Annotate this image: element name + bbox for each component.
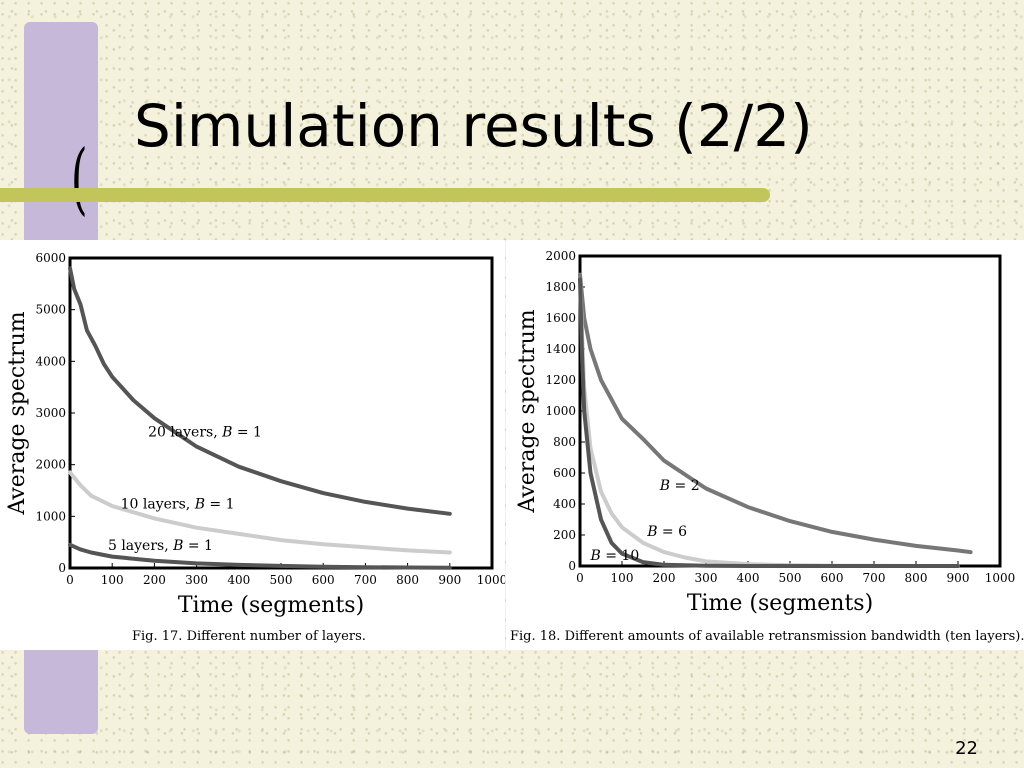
- x-tick-label: 400: [737, 571, 760, 585]
- x-tick-label: 100: [101, 573, 124, 587]
- y-tick-label: 6000: [35, 251, 66, 265]
- y-tick-label: 200: [553, 528, 576, 542]
- y-tick-label: 400: [553, 497, 576, 511]
- x-tick-label: 300: [185, 573, 208, 587]
- figure-caption: Fig. 17. Different number of layers.: [132, 629, 366, 644]
- figure-18: 0 100 200 300 400 500 600 700 800 900 1000 0 200 400 6…: [506, 240, 1024, 650]
- y-tick-label: 1000: [35, 509, 66, 523]
- x-tick-label: 800: [396, 573, 419, 587]
- series-line: [578, 272, 973, 555]
- series-line: [578, 277, 960, 568]
- series-annotation: 5 layers, B = 1: [108, 538, 213, 554]
- x-tick-label: 300: [695, 571, 718, 585]
- x-tick-label: 700: [354, 573, 377, 587]
- x-tick-label: 0: [66, 573, 74, 587]
- x-tick-label: 600: [821, 571, 844, 585]
- figure-17: 0 100 200 300 400 500 600 700 800 900 1000 0 1000 200…: [0, 240, 505, 650]
- page-number: 22: [955, 738, 978, 759]
- y-tick-label: 5000: [35, 303, 66, 317]
- y-axis-label: Average spectrum: [5, 311, 30, 515]
- x-tick-label: 1000: [477, 573, 505, 587]
- x-axis-label: Time (segments): [178, 593, 364, 618]
- plot-frame: [68, 256, 494, 570]
- y-tick-label: 800: [553, 435, 576, 449]
- y-tick-label: 1600: [545, 311, 576, 325]
- x-tick-label: 500: [779, 571, 802, 585]
- y-tick-label: 600: [553, 466, 576, 480]
- x-tick-label: 600: [312, 573, 335, 587]
- y-tick-label: 3000: [35, 406, 66, 420]
- series-annotation: 20 layers, B = 1: [148, 424, 262, 440]
- y-tick-label: 0: [568, 559, 576, 573]
- chart-fig18: 0 100 200 300 400 500 600 700 800 900 1000 0 200 400 6…: [510, 249, 1024, 644]
- x-tick-label: 900: [438, 573, 461, 587]
- figure-caption: Fig. 18. Different amounts of available …: [510, 629, 1024, 644]
- bracket-decoration: (: [70, 134, 88, 224]
- series-annotation: B = 10: [590, 548, 640, 564]
- x-tick-label: 800: [905, 571, 928, 585]
- x-tick-label: 0: [576, 571, 584, 585]
- y-tick-label: 1400: [545, 342, 576, 356]
- y-tick-label: 1000: [545, 404, 576, 418]
- x-tick-label: 900: [947, 571, 970, 585]
- x-tick-label: 200: [653, 571, 676, 585]
- plot-frame: [578, 254, 1002, 568]
- series-line: [68, 542, 452, 570]
- x-tick-label: 200: [143, 573, 166, 587]
- x-tick-label: 500: [270, 573, 293, 587]
- y-tick-label: 0: [58, 561, 66, 575]
- slide-title: Simulation results (2/2): [134, 92, 813, 160]
- x-tick-label: 1000: [985, 571, 1016, 585]
- x-tick-label: 400: [227, 573, 250, 587]
- x-tick-label: 700: [863, 571, 886, 585]
- series-line: [68, 266, 452, 516]
- y-axis-label: Average spectrum: [515, 309, 540, 513]
- series-line: [68, 470, 452, 555]
- x-axis-label: Time (segments): [687, 591, 873, 616]
- series-annotation: B = 6: [646, 524, 687, 540]
- chart-fig17: 0 100 200 300 400 500 600 700 800 900 1000 0 1000 200…: [5, 251, 505, 644]
- y-tick-label: 1200: [545, 373, 576, 387]
- series-annotation: B = 2: [659, 478, 700, 494]
- series-annotation: 10 layers, B = 1: [121, 497, 235, 513]
- y-tick-label: 2000: [545, 249, 576, 263]
- y-tick-label: 4000: [35, 354, 66, 368]
- title-underline: [0, 188, 770, 202]
- x-tick-label: 100: [611, 571, 634, 585]
- y-tick-label: 2000: [35, 458, 66, 472]
- y-tick-label: 1800: [545, 280, 576, 294]
